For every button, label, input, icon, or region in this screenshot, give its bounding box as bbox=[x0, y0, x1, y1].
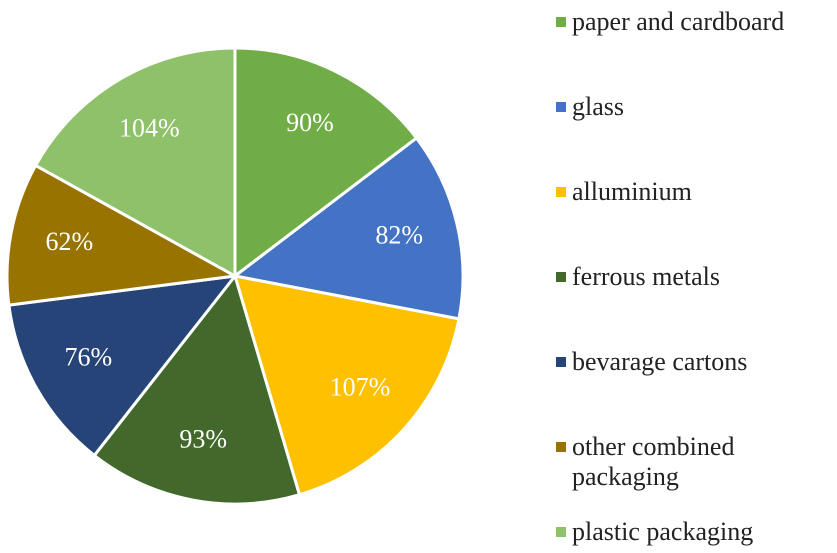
legend-item: bevarage cartons bbox=[556, 347, 747, 377]
pie-slice bbox=[231, 135, 465, 321]
legend-label: paper and cardboard bbox=[572, 7, 785, 36]
data-label: 90% bbox=[286, 108, 334, 137]
data-label: 82% bbox=[375, 220, 423, 249]
data-label: 76% bbox=[64, 342, 112, 371]
legend-item: alluminium bbox=[556, 177, 692, 207]
pie: 90% 82% 107% 93% 76% 62% 104% bbox=[5, 46, 465, 506]
legend-label: other combined packaging bbox=[572, 432, 735, 491]
legend-swatch bbox=[556, 187, 566, 197]
legend-item: glass bbox=[556, 92, 624, 122]
pie-slice bbox=[232, 274, 461, 497]
data-label: 93% bbox=[179, 425, 227, 454]
data-label: 104% bbox=[119, 114, 180, 143]
legend-swatch bbox=[556, 272, 566, 282]
data-label: 62% bbox=[45, 227, 93, 256]
legend-swatch bbox=[556, 102, 566, 112]
legend-label: glass bbox=[572, 92, 624, 121]
legend-swatch bbox=[556, 527, 566, 537]
pie-slice bbox=[5, 163, 240, 307]
legend-swatch bbox=[556, 17, 566, 27]
pie-slice bbox=[92, 272, 302, 506]
legend-item: plastic packaging bbox=[556, 517, 753, 547]
legend-item: ferrous metals bbox=[556, 262, 720, 292]
pie-slice bbox=[7, 274, 239, 458]
legend-label: bevarage cartons bbox=[572, 347, 748, 376]
legend-swatch bbox=[556, 357, 566, 367]
legend-label: plastic packaging bbox=[572, 517, 754, 546]
pie-slice bbox=[33, 46, 237, 279]
legend-label: ferrous metals bbox=[572, 262, 721, 291]
legend-label: alluminium bbox=[572, 177, 692, 206]
data-label: 107% bbox=[330, 372, 391, 401]
legend-swatch bbox=[556, 442, 566, 452]
pie-slice bbox=[233, 46, 419, 280]
legend-item: paper and cardboard bbox=[556, 7, 784, 37]
legend-item: other combined packaging bbox=[556, 432, 816, 492]
